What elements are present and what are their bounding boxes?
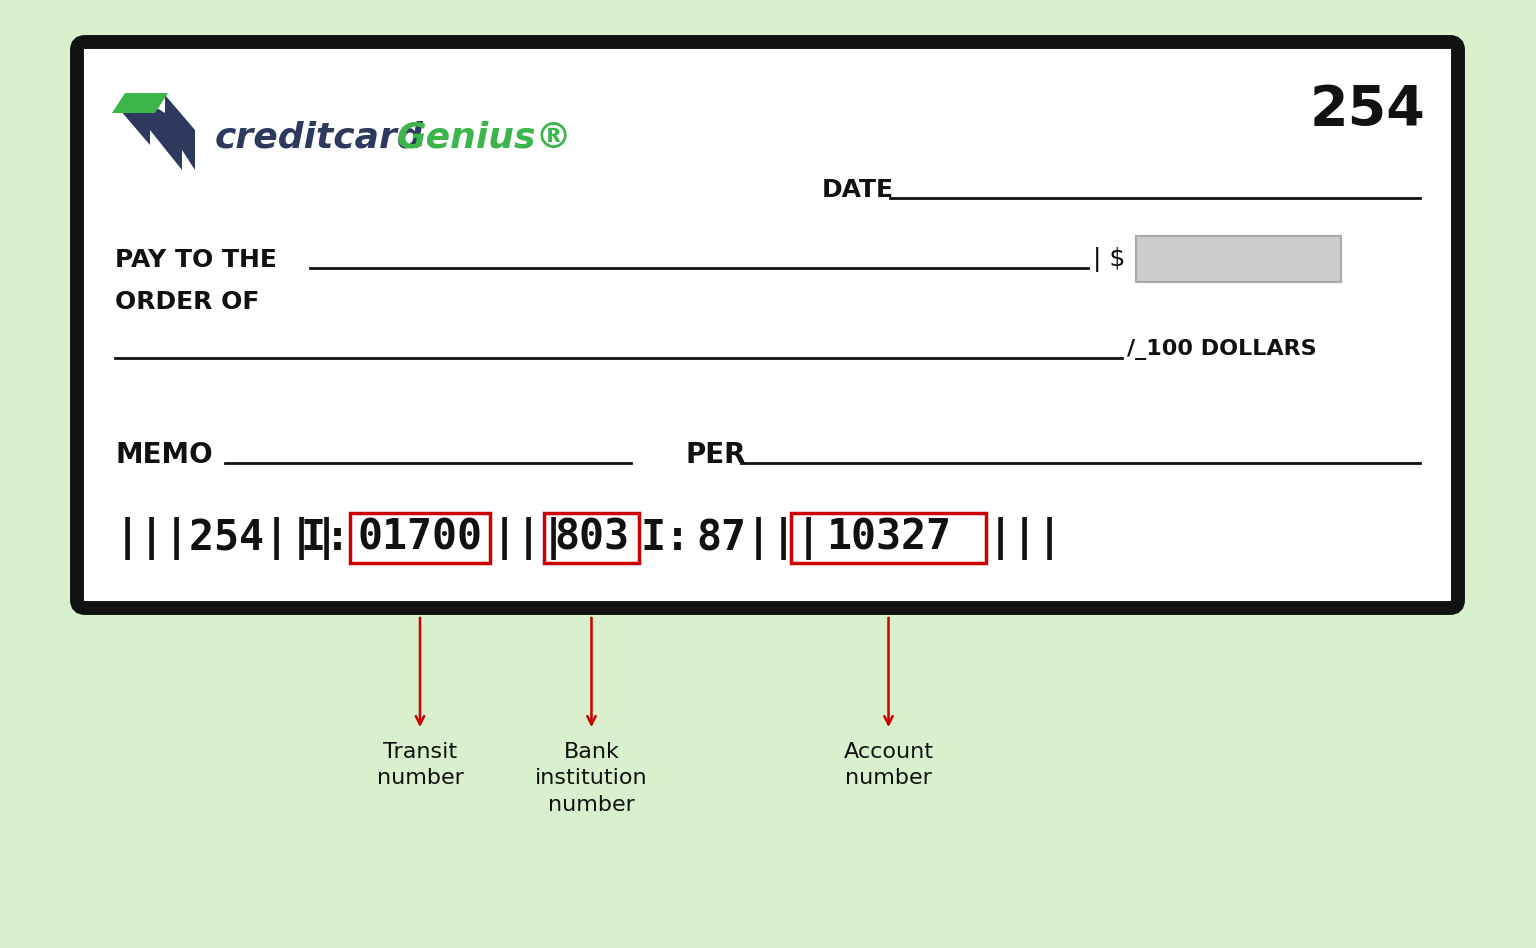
Text: 87|||: 87|||: [696, 517, 822, 559]
Text: |||: |||: [988, 517, 1063, 559]
Text: PAY TO THE: PAY TO THE: [115, 248, 276, 272]
Text: |||254|||: |||254|||: [115, 517, 339, 559]
FancyBboxPatch shape: [77, 42, 1458, 608]
Text: Account
number: Account number: [843, 742, 934, 789]
Text: 803: 803: [554, 517, 630, 559]
Polygon shape: [120, 95, 195, 170]
Text: PER: PER: [685, 441, 746, 469]
Polygon shape: [112, 93, 167, 113]
Text: Transit
number: Transit number: [376, 742, 464, 789]
Bar: [1137, 236, 1341, 282]
Bar: [350, 513, 490, 563]
Text: |||: |||: [492, 517, 567, 559]
Text: /_100 DOLLARS: /_100 DOLLARS: [1127, 339, 1316, 360]
Text: creditcard: creditcard: [215, 120, 424, 154]
Text: 254: 254: [1309, 83, 1425, 137]
Text: MEMO: MEMO: [115, 441, 212, 469]
Text: Genius®: Genius®: [396, 120, 573, 154]
Bar: [544, 513, 639, 563]
Text: 01700: 01700: [358, 517, 482, 559]
Text: | $: | $: [1094, 247, 1126, 272]
Text: 10327: 10327: [826, 517, 951, 559]
Text: I:: I:: [641, 517, 691, 559]
Text: DATE: DATE: [822, 178, 894, 202]
Text: ORDER OF: ORDER OF: [115, 290, 260, 314]
Text: I:: I:: [300, 517, 350, 559]
Bar: [791, 513, 986, 563]
Text: Bank
institution
number: Bank institution number: [535, 742, 648, 814]
